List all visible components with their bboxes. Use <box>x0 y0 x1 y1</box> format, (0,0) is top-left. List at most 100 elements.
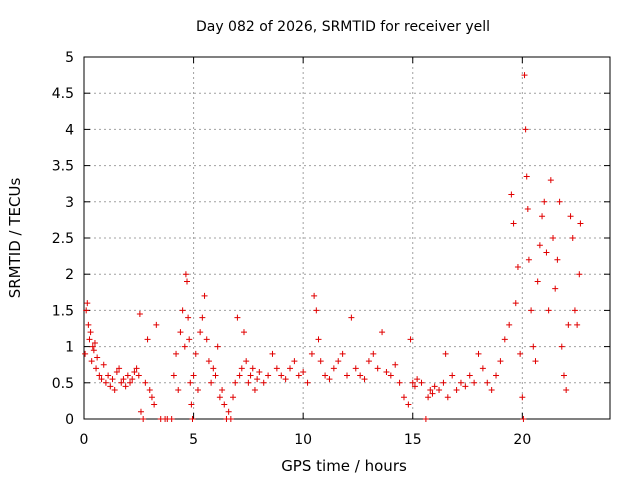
data-point <box>427 387 434 394</box>
data-point <box>96 372 103 379</box>
data-point <box>227 416 234 422</box>
x-axis-title: GPS time / hours <box>281 457 407 475</box>
data-point <box>265 372 272 379</box>
data-point <box>471 379 478 386</box>
data-point <box>208 379 215 386</box>
data-point <box>93 365 100 372</box>
data-point <box>131 368 138 375</box>
data-point <box>539 213 546 220</box>
data-point <box>475 350 482 357</box>
data-point <box>396 379 403 386</box>
data-point <box>238 365 245 372</box>
data-point <box>536 242 543 249</box>
data-point <box>245 379 252 386</box>
data-point <box>188 401 195 408</box>
data-point <box>330 365 337 372</box>
data-point <box>436 387 443 394</box>
data-point <box>175 387 182 394</box>
data-point <box>194 387 201 394</box>
data-point <box>512 300 519 307</box>
data-point <box>85 321 92 328</box>
data-point <box>203 336 210 343</box>
y-tick-label: 4 <box>65 122 74 138</box>
y-tick-label: 1.5 <box>52 303 74 319</box>
data-point <box>335 358 342 365</box>
data-point <box>304 379 311 386</box>
data-point <box>249 365 256 372</box>
data-point <box>411 383 418 390</box>
axis-ticks <box>83 56 610 420</box>
data-point <box>497 358 504 365</box>
data-point <box>431 383 438 390</box>
data-point <box>129 376 136 383</box>
data-point <box>89 343 96 350</box>
data-point <box>519 394 526 401</box>
data-point <box>493 372 500 379</box>
data-point <box>260 379 267 386</box>
data-point <box>187 379 194 386</box>
data-point <box>173 350 180 357</box>
data-point <box>315 336 322 343</box>
data-point <box>127 379 134 386</box>
data-point <box>387 372 394 379</box>
x-tick-labels: 0 5 10 15 20 <box>80 432 532 448</box>
data-point <box>111 387 118 394</box>
data-point <box>142 379 149 386</box>
data-point <box>212 372 219 379</box>
data-point <box>87 329 94 336</box>
data-point <box>554 256 561 263</box>
data-point <box>278 372 285 379</box>
data-point <box>414 376 421 383</box>
data-point <box>98 376 105 383</box>
plot-frame <box>83 56 611 420</box>
data-point <box>479 365 486 372</box>
data-point <box>182 271 189 278</box>
data-point <box>190 372 197 379</box>
data-point <box>517 350 524 357</box>
data-point <box>558 343 565 350</box>
data-point <box>577 220 584 227</box>
data-point <box>109 376 116 383</box>
data-point <box>269 350 276 357</box>
data-point <box>151 401 158 408</box>
x-tick-label: 15 <box>404 432 422 448</box>
data-point <box>308 350 315 357</box>
data-point <box>528 307 535 314</box>
data-point <box>170 372 177 379</box>
data-point <box>576 271 583 278</box>
data-point <box>201 292 208 299</box>
data-point <box>86 336 93 343</box>
data-point <box>181 343 188 350</box>
data-point <box>348 314 355 321</box>
data-point <box>370 350 377 357</box>
data-point <box>137 408 144 415</box>
data-point <box>425 394 432 401</box>
data-point <box>501 336 508 343</box>
data-point <box>534 278 541 285</box>
data-point <box>466 372 473 379</box>
data-point <box>189 416 196 422</box>
y-tick-label: 4.5 <box>52 86 74 102</box>
data-point <box>243 358 250 365</box>
y-tick-label: 3.5 <box>52 159 74 175</box>
data-point <box>563 387 570 394</box>
data-point <box>543 249 550 256</box>
data-point <box>405 401 412 408</box>
data-point <box>407 336 414 343</box>
x-tick-label: 5 <box>189 432 198 448</box>
data-point <box>545 307 552 314</box>
data-point <box>225 408 232 415</box>
data-point <box>287 365 294 372</box>
data-point <box>90 347 97 354</box>
data-point <box>457 379 464 386</box>
y-tick-label: 3 <box>65 195 74 211</box>
data-point <box>565 321 572 328</box>
data-point <box>383 368 390 375</box>
data-point <box>488 387 495 394</box>
data-point <box>186 336 193 343</box>
data-point <box>547 177 554 184</box>
data-point <box>88 358 95 365</box>
data-point <box>216 394 223 401</box>
data-point <box>560 372 567 379</box>
